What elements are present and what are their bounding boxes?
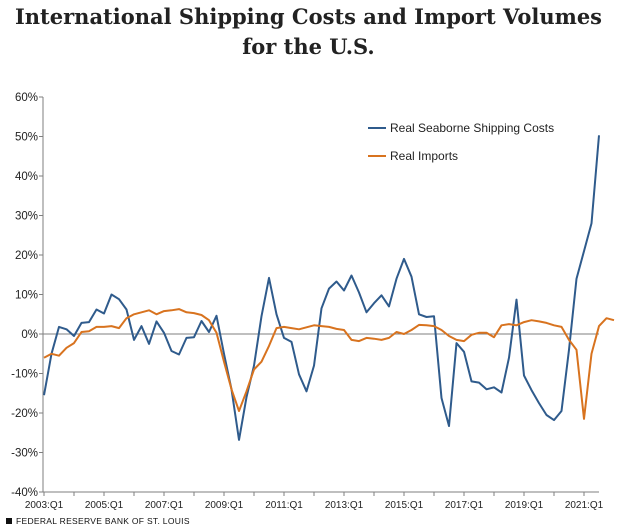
y-tick-label: -10% [11, 369, 38, 381]
x-tick-label: 2005:Q1 [85, 500, 124, 511]
legend-label: Real Seaborne Shipping Costs [390, 121, 554, 135]
x-tick-label: 2017:Q1 [445, 500, 484, 511]
x-tick-label: 2015:Q1 [385, 500, 424, 511]
legend-label: Real Imports [390, 149, 458, 163]
y-tick-label: -40% [11, 487, 38, 499]
x-tick-label: 2013:Q1 [325, 500, 364, 511]
y-tick-label: 30% [15, 211, 38, 223]
legend: Real Seaborne Shipping Costs Real Imports [368, 121, 554, 163]
y-axis-ticks: 60% 50% 40% 30% 20% 10% 0% -10% -20% -30% -40% [11, 92, 43, 499]
series-line-imports [43, 308, 615, 420]
x-tick-label: 2011:Q1 [265, 500, 303, 511]
y-tick-label: 40% [15, 171, 38, 183]
y-tick-label: 0% [21, 329, 38, 341]
series-lines [43, 135, 615, 441]
x-tick-label: 2021:Q1 [565, 500, 604, 511]
x-axis-ticks: 2003:Q1 2005:Q1 2007:Q1 2009:Q1 2011:Q1 2013:… [25, 492, 604, 511]
y-tick-label: 50% [15, 132, 38, 144]
series-line-shipping-costs [43, 135, 600, 441]
x-tick-label: 2019:Q1 [505, 500, 544, 511]
source-footer: FEDERAL RESERVE BANK OF ST. LOUIS [6, 516, 190, 526]
x-tick-label: 2009:Q1 [205, 500, 244, 511]
source-label: FEDERAL RESERVE BANK OF ST. LOUIS [16, 516, 190, 526]
y-tick-label: 10% [15, 290, 38, 302]
x-tick-label: 2007:Q1 [145, 500, 184, 511]
y-tick-label: -20% [11, 408, 38, 420]
y-tick-label: 20% [15, 250, 38, 262]
chart-title: International Shipping Costs and Import … [14, 4, 603, 59]
axes [42, 97, 599, 493]
x-tick-label: 2003:Q1 [25, 500, 64, 511]
y-tick-label: -30% [11, 448, 38, 460]
y-tick-label: 60% [15, 92, 38, 104]
source-square-icon [6, 518, 12, 524]
